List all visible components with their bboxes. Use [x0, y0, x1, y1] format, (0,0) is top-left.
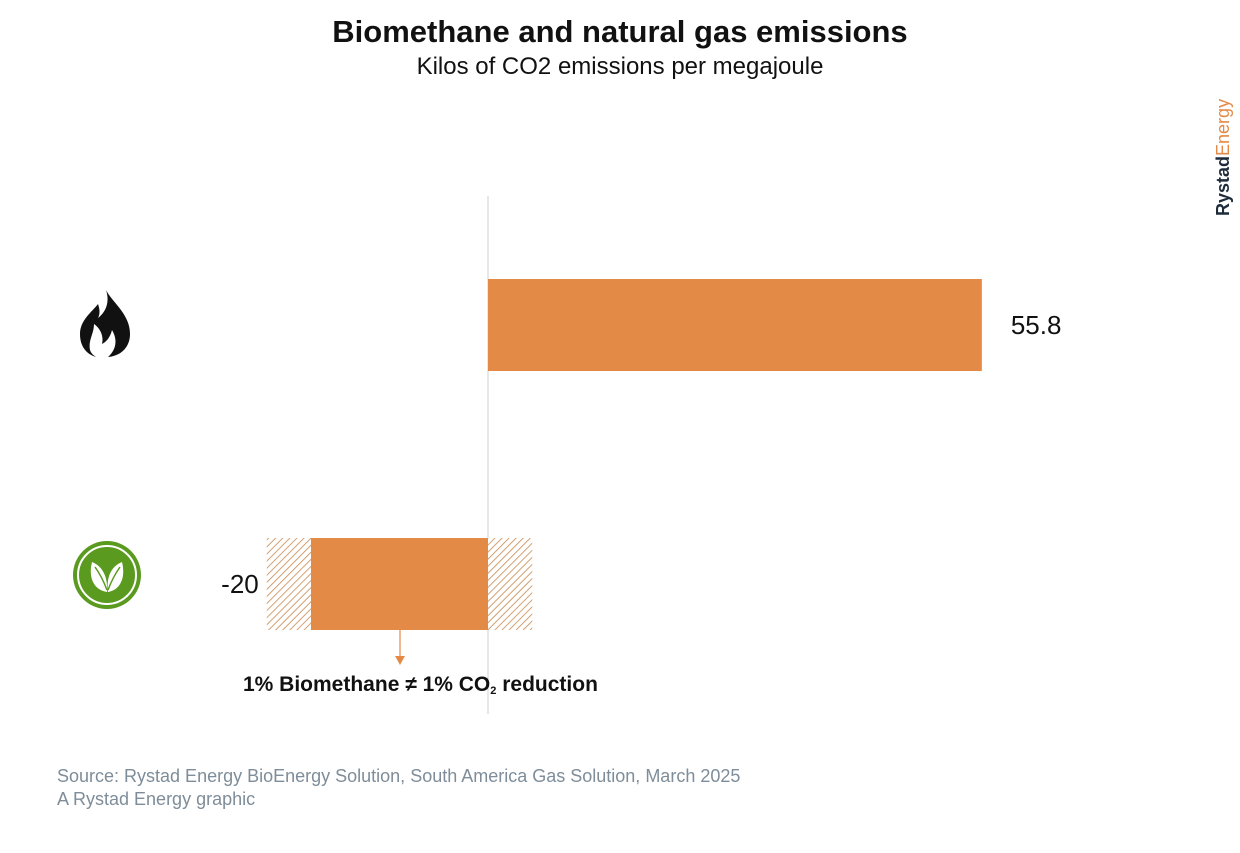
bar-biomethane	[311, 538, 488, 630]
svg-text:RystadEnergy: RystadEnergy	[1213, 99, 1233, 216]
source-note: Source: Rystad Energy BioEnergy Solution…	[57, 765, 740, 811]
flame-icon	[80, 290, 130, 357]
source-line: Source: Rystad Energy BioEnergy Solution…	[57, 766, 741, 786]
rystad-energy-logo: RystadEnergy	[1213, 99, 1233, 216]
data-label-natural-gas: 55.8	[1011, 310, 1062, 340]
chart-subtitle: Kilos of CO2 emissions per megajoule	[416, 53, 824, 80]
credit-line: A Rystad Energy graphic	[57, 789, 256, 809]
annotation-arrowhead	[395, 656, 405, 665]
chart-title: Biomethane and natural gas emissions	[332, 14, 908, 49]
bar-natural-gas	[488, 279, 982, 371]
leaf-circle-icon	[73, 541, 141, 609]
annotation-text: 1% Biomethane ≠ 1% CO2 reduction	[243, 673, 598, 697]
data-label-biomethane: -20	[221, 569, 259, 599]
